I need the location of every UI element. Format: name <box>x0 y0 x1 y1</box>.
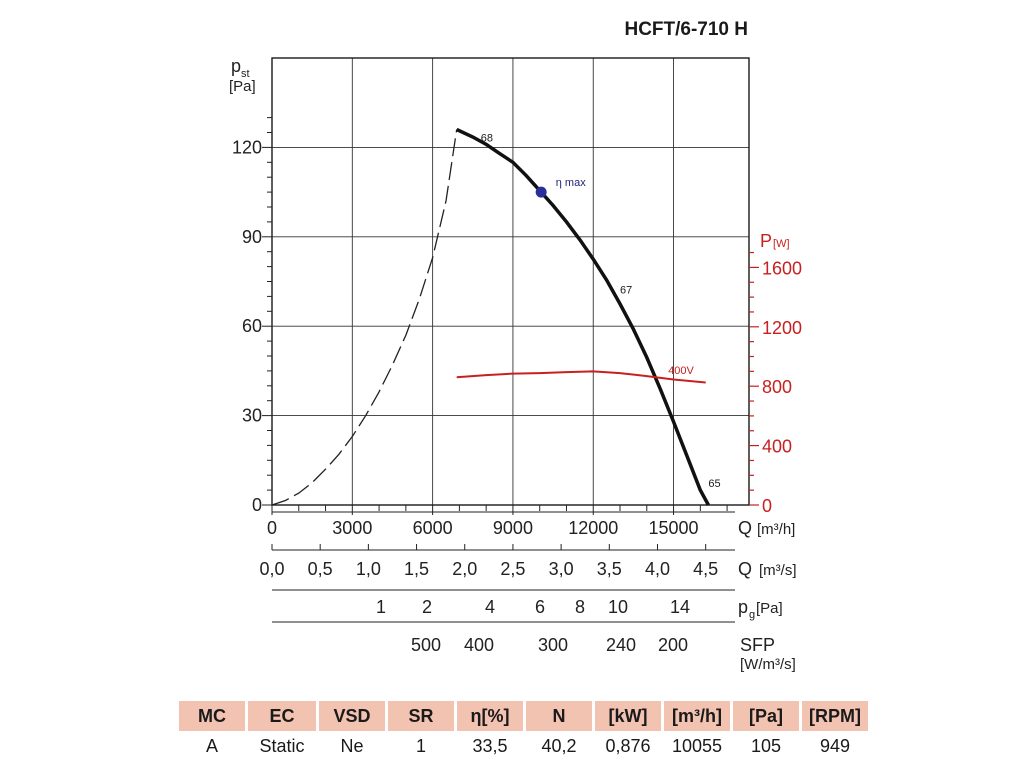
pg-tick-label: 6 <box>535 597 545 617</box>
spec-header-cell: MC <box>179 701 245 731</box>
spec-value-cell: 105 <box>750 735 782 756</box>
scale-pg: 1 2 4 6 8 10 14 p g [Pa] <box>272 589 783 623</box>
q-m3s-label: Q <box>738 559 752 579</box>
spec-header-cell: VSD <box>319 701 385 731</box>
spec-header-cell: N <box>526 701 592 731</box>
y-axis-label: pst <box>231 56 250 80</box>
chart-title: HCFT/6-710 H <box>624 19 748 40</box>
y-tick-label: 0 <box>252 495 262 515</box>
x-tick-label: 3000 <box>332 518 372 538</box>
scale-tick-label: 4,5 <box>693 559 718 579</box>
sfp-label: SFP <box>740 635 775 655</box>
sfp-tick-label: 500 <box>411 635 441 655</box>
annotation-label: 400V <box>668 365 694 377</box>
spec-header-cell: [RPM] <box>802 701 868 731</box>
y-tick-label: 120 <box>232 137 262 157</box>
y2-tick-label: 1200 <box>762 318 802 338</box>
x-ticks: 0 3000 6000 9000 12000 15000 <box>267 505 735 538</box>
annotation-label: η max <box>556 177 586 189</box>
sfp-tick-label: 240 <box>606 635 636 655</box>
spec-value-cell: Static <box>259 735 305 756</box>
spec-value-cell: 40,2 <box>541 735 577 756</box>
y-axis-unit: [Pa] <box>229 78 256 95</box>
unstable-region-line <box>271 129 458 506</box>
pg-tick-label: 8 <box>575 597 585 617</box>
annotation-label: 67 <box>620 284 632 296</box>
x-tick-label: 15000 <box>649 518 699 538</box>
spec-value-cell: Ne <box>340 735 364 756</box>
y2-ticks: 0 400 800 1200 1600 <box>749 251 802 516</box>
scale-tick-label: 3,0 <box>549 559 574 579</box>
scale-tick-label: 0,5 <box>308 559 333 579</box>
y-tick-label: 90 <box>242 227 262 247</box>
scale-tick-label: 4,0 <box>645 559 670 579</box>
x-tick-label: 12000 <box>568 518 618 538</box>
scale-q-m3s: 0,0 0,5 1,0 1,5 2,0 2,5 3,0 3,5 4,0 4,5 Q [m³/s] <box>259 544 797 579</box>
scale-tick-label: 0,0 <box>259 559 284 579</box>
pressure-curve-line <box>455 127 710 506</box>
pg-tick-label: 10 <box>608 597 628 617</box>
annotation-label: 68 <box>481 132 493 144</box>
sfp-tick-label: 400 <box>464 635 494 655</box>
scale-tick-label: 1,5 <box>404 559 429 579</box>
x-tick-label: 9000 <box>493 518 533 538</box>
sfp-tick-label: 300 <box>538 635 568 655</box>
q-m3h-label: Q [m³/h] <box>738 518 795 538</box>
spec-header-cell: [m³/h] <box>664 701 730 731</box>
sfp-unit: [W/m³/s] <box>740 656 796 673</box>
spec-value-cell: 0,876 <box>605 735 651 756</box>
scale-tick-label: 2,5 <box>500 559 525 579</box>
y-ticks: 0 30 60 90 120 <box>232 117 272 515</box>
pg-tick-label: 4 <box>485 597 495 617</box>
pg-label: p <box>738 597 748 617</box>
y-tick-label: 30 <box>242 406 262 426</box>
y2-tick-label: 800 <box>762 377 792 397</box>
spec-value-cell: 10055 <box>671 735 723 756</box>
spec-table: MC EC VSD SR η[%] N [kW] [m³/h] [Pa] [RPM] A Stati… <box>176 701 871 761</box>
spec-header-cell: [kW] <box>595 701 661 731</box>
annotation-label: 65 <box>708 478 720 490</box>
spec-header-cell: [Pa] <box>733 701 799 731</box>
x-tick-label: 6000 <box>413 518 453 538</box>
grid <box>272 58 749 505</box>
scale-tick-label: 3,5 <box>597 559 622 579</box>
spec-header-row: MC EC VSD SR η[%] N [kW] [m³/h] [Pa] [RPM] <box>179 701 868 731</box>
power-400v-line <box>456 370 706 384</box>
q-m3s-unit: [m³/s] <box>759 562 797 579</box>
pg-unit: [Pa] <box>756 600 783 617</box>
spec-header-cell: η[%] <box>457 701 523 731</box>
sfp-tick-label: 200 <box>658 635 688 655</box>
scale-tick-label: 1,0 <box>356 559 381 579</box>
spec-value-row: A Static Ne 1 33,5 40,2 0,876 10055 105 949 <box>179 731 868 761</box>
y-tick-label: 60 <box>242 316 262 336</box>
y2-axis-label: P[W] <box>760 231 790 251</box>
y2-tick-label: 400 <box>762 437 792 457</box>
spec-header-cell: EC <box>248 701 316 731</box>
spec-value-cell: 1 <box>415 735 426 756</box>
spec-header-cell: SR <box>388 701 454 731</box>
y2-tick-label: 1600 <box>762 258 802 278</box>
pg-tick-label: 14 <box>670 597 690 617</box>
spec-value-cell: 949 <box>819 735 851 756</box>
plot-frame <box>271 57 750 506</box>
pg-label-sub: g <box>749 609 755 621</box>
y2-tick-label: 0 <box>762 496 772 516</box>
scale-tick-label: 2,0 <box>452 559 477 579</box>
scale-sfp: 500 400 300 240 200 SFP[W/m³/s] <box>411 635 796 673</box>
spec-value-cell: 33,5 <box>472 735 508 756</box>
annotations: 68 67 65 η max 400V <box>481 132 721 490</box>
pg-tick-label: 2 <box>422 597 432 617</box>
spec-value-cell: A <box>205 735 218 756</box>
eta-max-marker <box>535 186 547 198</box>
pg-tick-label: 1 <box>376 597 386 617</box>
x-tick-label: 0 <box>267 518 277 538</box>
